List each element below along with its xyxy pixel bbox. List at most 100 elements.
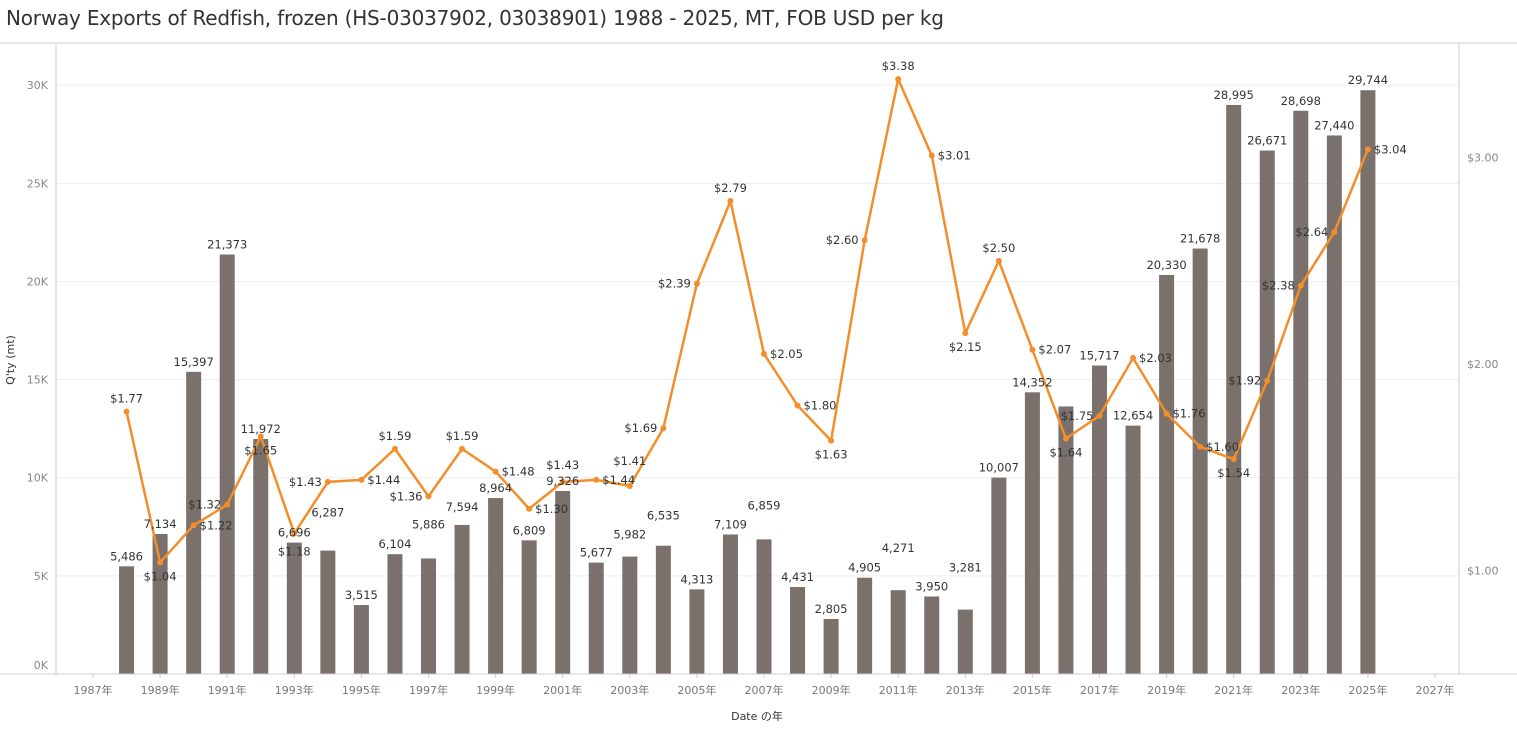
y-tick-label: 0K [34,659,49,672]
chart-title: Norway Exports of Redfish, frozen (HS-03… [6,6,944,30]
price-label-2012: $3.01 [938,149,971,163]
bar-label-2015: 14,352 [1012,375,1052,389]
x-tick-label: 2023年 [1281,683,1320,697]
bar-label-1988: 5,486 [110,549,143,563]
bar-label-2020: 21,678 [1180,232,1220,246]
x-tick-label: 2025年 [1348,683,1387,697]
bar-2004 [655,545,671,674]
bar-label-2010: 4,905 [848,561,881,575]
x-tick-label: 1987年 [74,683,113,697]
price-point-2008 [794,402,801,409]
price-line [125,77,1370,564]
price-label-2009: $1.63 [815,448,848,462]
bar-2006 [722,534,738,674]
price-label-2019: $1.76 [1173,407,1206,421]
bar-label-2022: 26,671 [1247,134,1287,148]
price-point-2016 [1062,435,1069,442]
bar-2022 [1259,150,1275,674]
price-point-2006 [727,197,734,204]
bar-1991 [219,254,235,674]
price-point-2023 [1297,282,1304,289]
bar-1989 [152,533,168,674]
price-point-1994 [324,478,331,485]
bar-2008 [790,587,806,674]
price-label-1998: $1.59 [446,429,479,443]
price-label-2021: $1.54 [1217,466,1250,480]
x-tick-label: 2011年 [879,683,918,697]
x-tick-label: 1989年 [141,683,180,697]
price-point-2007 [761,350,767,357]
bar-label-1990: 15,397 [174,355,214,369]
bar-label-1996: 6,104 [378,537,411,551]
x-tick-label: 2005年 [677,683,716,697]
bar-2012 [924,596,940,674]
x-axis-label: Date の年 [731,709,783,723]
y-tick-label: 20K [27,275,49,288]
price-point-2009 [828,437,835,444]
bar-label-2005: 4,313 [680,572,713,586]
bar-label-2009: 2,805 [815,602,848,616]
price-label-2010: $2.60 [826,233,859,247]
bar-1995 [353,605,369,674]
bar-2016 [1058,406,1074,674]
y-tick-label: 5K [34,570,49,583]
price-point-1998 [459,445,466,452]
bar-label-2003: 5,982 [613,528,646,542]
bar-2000 [521,540,537,674]
price-label-2016: $1.64 [1049,446,1082,460]
price-label-1992: $1.65 [244,443,277,457]
price-label-1994: $1.43 [289,475,322,489]
price-point-2001 [559,478,566,485]
bar-2019 [1159,275,1175,674]
bar-label-1989: 7,134 [144,517,177,531]
price-label-1999: $1.48 [502,465,535,479]
bar-2018 [1125,425,1141,674]
x-tick-label: 2019年 [1147,683,1186,697]
bar-label-2018: 12,654 [1113,409,1153,423]
bar-label-2012: 3,950 [915,579,948,593]
x-tick-label: 1991年 [208,683,247,697]
x-tick-label: 1995年 [342,683,381,697]
price-label-1988: $1.77 [110,392,143,406]
bar-2014 [991,477,1007,674]
bar-label-2006: 7,109 [714,517,747,531]
x-tick-label: 2007年 [745,683,784,697]
price-point-1995 [358,476,365,483]
bar-1996 [387,554,403,674]
bar-label-2013: 3,281 [949,561,982,575]
bar-label-2014: 10,007 [979,461,1019,475]
price-point-2015 [1029,346,1036,353]
y2-tick-label: $3.00 [1467,152,1499,165]
price-point-2020 [1197,443,1204,450]
price-point-1997 [425,493,432,500]
bar-series [119,90,1376,674]
price-label-2013: $2.15 [949,340,982,354]
bar-label-2019: 20,330 [1146,258,1186,272]
y-tick-label: 30K [27,79,49,92]
price-point-2024 [1331,228,1338,235]
x-tick-label: 2021年 [1214,683,1253,697]
bar-label-2000: 6,809 [513,523,546,537]
bar-2007 [756,539,772,674]
line-series [123,76,1371,566]
x-tick-label: 1993年 [275,683,314,697]
price-label-2001: $1.43 [546,458,579,472]
bar-1997 [421,558,436,674]
axes: 0K 5K 10K 15K 20K 25K 30K $1.00 $2.00 $3.00 1987年 1… [0,42,1517,697]
x-tick-label: 2013年 [946,683,985,697]
price-label-2020: $1.60 [1206,440,1239,454]
price-point-2010 [861,237,868,244]
price-point-2017 [1096,412,1103,419]
x-tick-label: 2017年 [1080,683,1119,697]
x-tick-label: 2015年 [1013,683,1052,697]
price-point-2021 [1230,456,1237,463]
price-label-1997: $1.36 [390,489,423,503]
bar-label-1991: 21,373 [207,238,247,252]
price-point-1991 [224,501,231,508]
price-label-2004: $1.69 [624,421,657,435]
price-point-2003 [626,483,633,490]
y2-tick-label: $2.00 [1467,358,1499,371]
y-tick-label: 15K [27,374,49,387]
bar-1992 [253,439,269,674]
bar-label-2017: 15,717 [1079,349,1119,363]
